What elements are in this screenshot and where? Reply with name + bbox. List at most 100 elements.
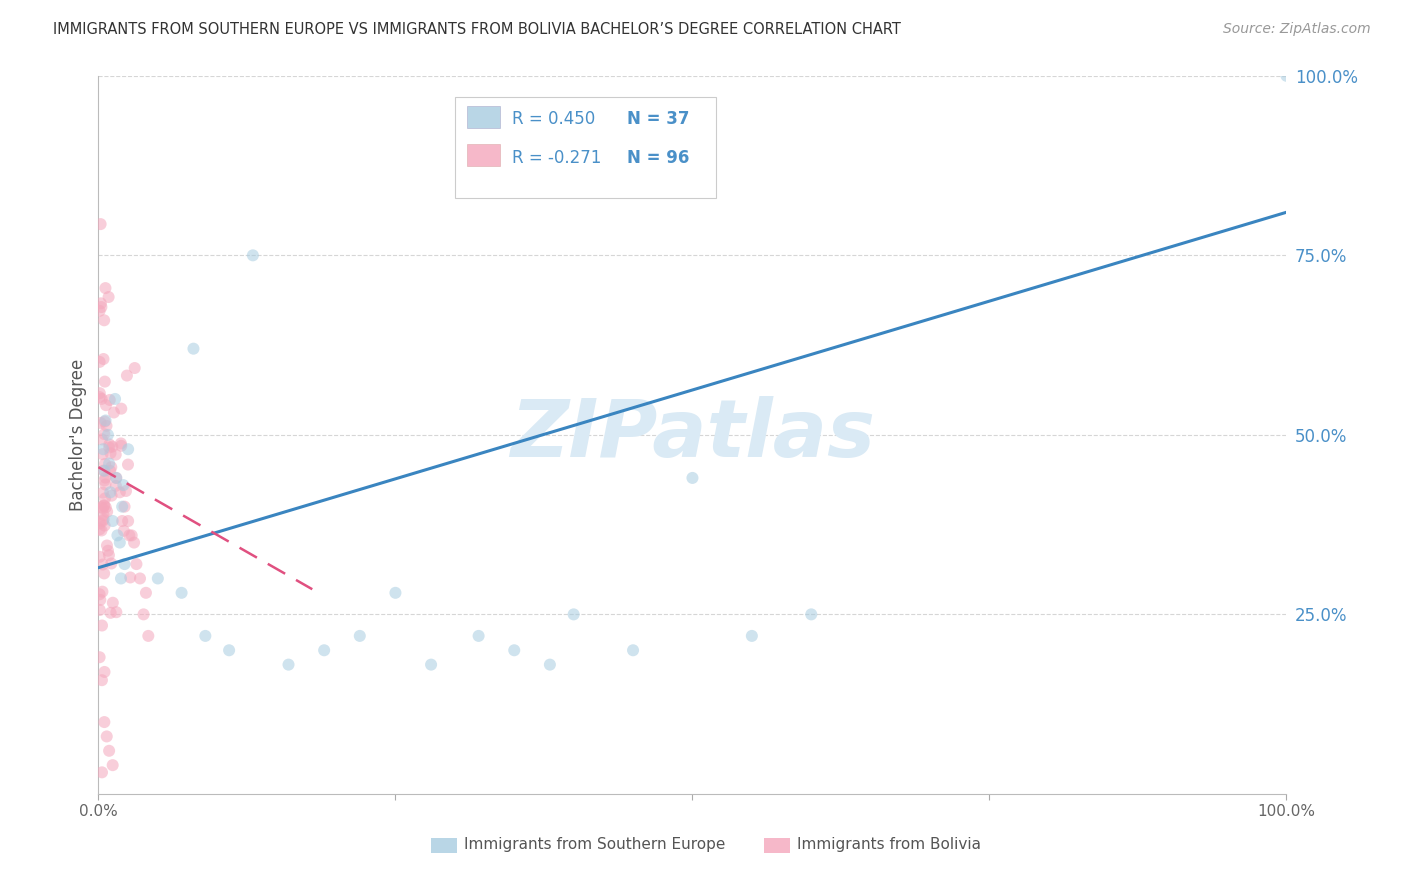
Point <box>800 607 823 622</box>
Point <box>97 548 120 562</box>
Point <box>103 405 125 419</box>
Point <box>170 586 193 600</box>
Point <box>94 413 117 427</box>
Text: R = 0.450: R = 0.450 <box>512 111 595 128</box>
Text: ZIPatlas: ZIPatlas <box>510 396 875 474</box>
Point <box>91 765 114 780</box>
Point <box>93 464 115 478</box>
Point <box>112 478 135 492</box>
Point <box>681 471 703 485</box>
Point <box>93 351 115 366</box>
Point <box>93 566 115 581</box>
Point <box>122 535 145 549</box>
Text: N = 96: N = 96 <box>627 149 689 167</box>
Point <box>114 557 136 571</box>
Point <box>104 448 127 462</box>
Point <box>94 491 117 506</box>
Point <box>91 618 114 632</box>
Point <box>94 375 117 389</box>
Point <box>562 607 585 622</box>
Point <box>91 558 114 572</box>
Point <box>94 470 117 484</box>
Point <box>93 313 115 327</box>
Point <box>96 539 118 553</box>
Point <box>146 571 169 585</box>
Point <box>93 508 115 522</box>
Point <box>94 398 117 412</box>
Point <box>110 571 132 585</box>
Point <box>108 485 131 500</box>
Text: N = 37: N = 37 <box>627 111 689 128</box>
Point <box>96 505 118 519</box>
Text: IMMIGRANTS FROM SOUTHERN EUROPE VS IMMIGRANTS FROM BOLIVIA BACHELOR’S DEGREE COR: IMMIGRANTS FROM SOUTHERN EUROPE VS IMMIG… <box>53 22 901 37</box>
Point <box>115 368 138 383</box>
Point <box>89 390 111 404</box>
Point <box>105 471 128 485</box>
Point <box>89 587 111 601</box>
Point <box>96 418 118 433</box>
Point <box>90 300 112 314</box>
Bar <box>763 838 790 854</box>
Point <box>94 457 117 471</box>
Point <box>277 657 299 672</box>
Point <box>120 570 142 584</box>
Point <box>349 629 371 643</box>
Point <box>218 643 240 657</box>
Point <box>94 500 117 515</box>
Point <box>98 392 121 407</box>
Point <box>110 436 132 450</box>
Point <box>100 489 122 503</box>
Point <box>104 392 127 406</box>
Point <box>420 657 443 672</box>
Point <box>384 586 406 600</box>
Point <box>110 439 132 453</box>
Point <box>93 715 115 730</box>
Point <box>89 549 111 564</box>
Point <box>538 657 561 672</box>
Point <box>1275 69 1298 83</box>
Point <box>97 290 120 304</box>
Point <box>90 673 112 688</box>
Point <box>242 248 264 262</box>
Point <box>129 571 152 585</box>
Point <box>90 524 112 538</box>
Point <box>124 361 146 376</box>
Text: Immigrants from Southern Europe: Immigrants from Southern Europe <box>464 837 725 852</box>
Point <box>97 543 120 558</box>
Bar <box>467 144 501 166</box>
Point <box>93 499 115 513</box>
Point <box>121 528 143 542</box>
Point <box>90 416 112 430</box>
Point <box>93 427 115 442</box>
Point <box>90 500 112 515</box>
Point <box>621 643 644 657</box>
Point <box>183 342 205 356</box>
Point <box>111 514 134 528</box>
FancyBboxPatch shape <box>456 97 716 198</box>
Point <box>110 401 132 416</box>
Point <box>194 629 217 643</box>
Text: Immigrants from Bolivia: Immigrants from Bolivia <box>797 837 981 852</box>
Y-axis label: Bachelor's Degree: Bachelor's Degree <box>69 359 87 511</box>
Point <box>98 457 121 471</box>
Point <box>93 512 115 526</box>
Point <box>89 522 111 536</box>
Point <box>89 303 111 318</box>
Point <box>94 477 117 491</box>
Bar <box>467 106 501 128</box>
Point <box>107 528 129 542</box>
Point <box>91 501 114 516</box>
Point <box>117 514 139 528</box>
Point <box>741 629 763 643</box>
Point <box>111 500 134 514</box>
Point <box>89 650 111 665</box>
Point <box>117 458 139 472</box>
Text: Source: ZipAtlas.com: Source: ZipAtlas.com <box>1223 22 1371 37</box>
Point <box>135 586 157 600</box>
Point <box>125 557 148 571</box>
Point <box>94 281 117 295</box>
Point <box>91 584 114 599</box>
Point <box>89 603 111 617</box>
Point <box>98 485 121 500</box>
Point <box>90 217 112 231</box>
